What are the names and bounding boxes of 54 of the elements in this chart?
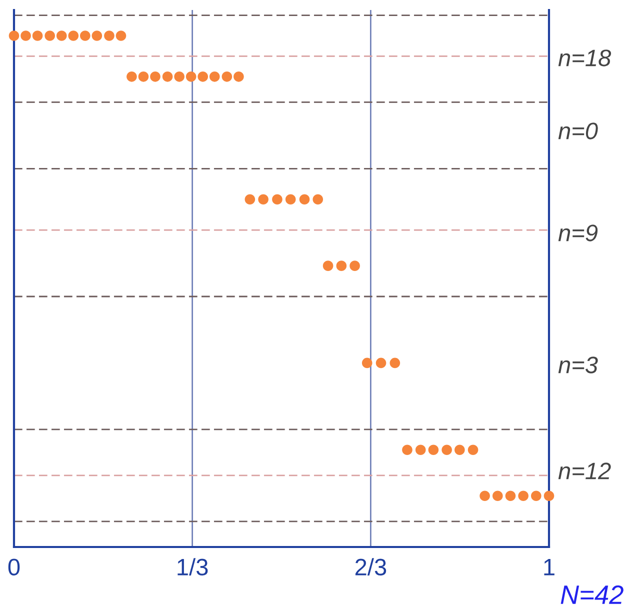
x-tick-label: 1/3 [178,558,208,576]
point [104,30,114,41]
point [80,30,90,41]
point [480,490,490,502]
point [150,72,160,82]
point [454,444,465,456]
x-tick-label: 1 [544,558,554,576]
x-tick-label: 2/3 [355,558,386,576]
point [258,194,268,205]
point [336,260,347,271]
point [8,30,20,41]
point [402,444,412,456]
point [272,194,282,205]
point [198,72,208,82]
point [186,72,196,82]
point [244,194,256,205]
x-tick-label: 0 [8,558,20,576]
point [428,444,439,456]
text: n=0 [558,122,598,140]
point [505,490,516,502]
point [362,358,372,368]
point [44,30,55,41]
point [285,194,296,205]
point [544,490,554,502]
text: N=42 [560,585,624,604]
text: n=18 [558,50,612,66]
point [92,30,102,41]
point [442,444,452,456]
point [376,358,386,368]
point [222,72,232,82]
point [492,490,503,502]
point [322,260,334,271]
point [116,30,126,41]
text: n=3 [558,356,598,374]
text: n=9 [558,224,598,242]
point [234,72,244,82]
point [32,30,43,41]
point [126,72,137,82]
point [350,260,360,271]
point [312,194,324,205]
point [138,72,149,82]
point [518,490,528,502]
text: n=12 [558,462,611,480]
point [415,444,426,456]
point [162,72,173,82]
point [20,30,31,41]
point [174,72,184,82]
point [299,194,310,205]
point [531,490,542,502]
point [68,30,79,41]
point [390,358,400,368]
point [468,444,478,456]
point [209,72,220,82]
point [56,30,67,41]
